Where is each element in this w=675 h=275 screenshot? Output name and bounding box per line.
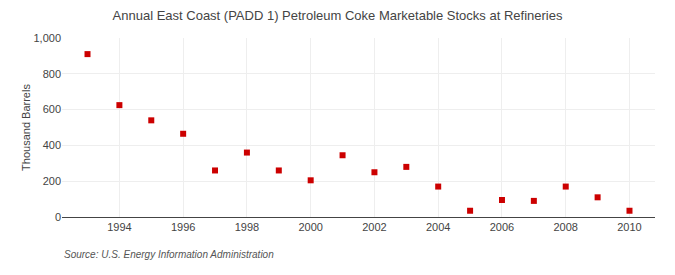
svg-text:2000: 2000	[298, 221, 322, 233]
svg-text:2008: 2008	[553, 221, 577, 233]
svg-text:1994: 1994	[107, 221, 131, 233]
svg-text:400: 400	[43, 139, 61, 151]
svg-text:Source: U.S. Energy Informatio: Source: U.S. Energy Information Administ…	[64, 249, 274, 260]
svg-text:1996: 1996	[171, 221, 195, 233]
svg-text:Thousand Barrels: Thousand Barrels	[20, 84, 32, 171]
svg-text:0: 0	[55, 211, 61, 223]
svg-text:1998: 1998	[235, 221, 259, 233]
svg-text:200: 200	[43, 175, 61, 187]
svg-text:2010: 2010	[617, 221, 641, 233]
svg-text:1,000: 1,000	[33, 32, 61, 44]
svg-text:2004: 2004	[426, 221, 450, 233]
svg-text:2002: 2002	[362, 221, 386, 233]
svg-text:2006: 2006	[490, 221, 514, 233]
svg-text:600: 600	[43, 103, 61, 115]
svg-text:800: 800	[43, 68, 61, 80]
svg-text:Annual East Coast (PADD 1) Pet: Annual East Coast (PADD 1) Petroleum Cok…	[113, 8, 563, 23]
